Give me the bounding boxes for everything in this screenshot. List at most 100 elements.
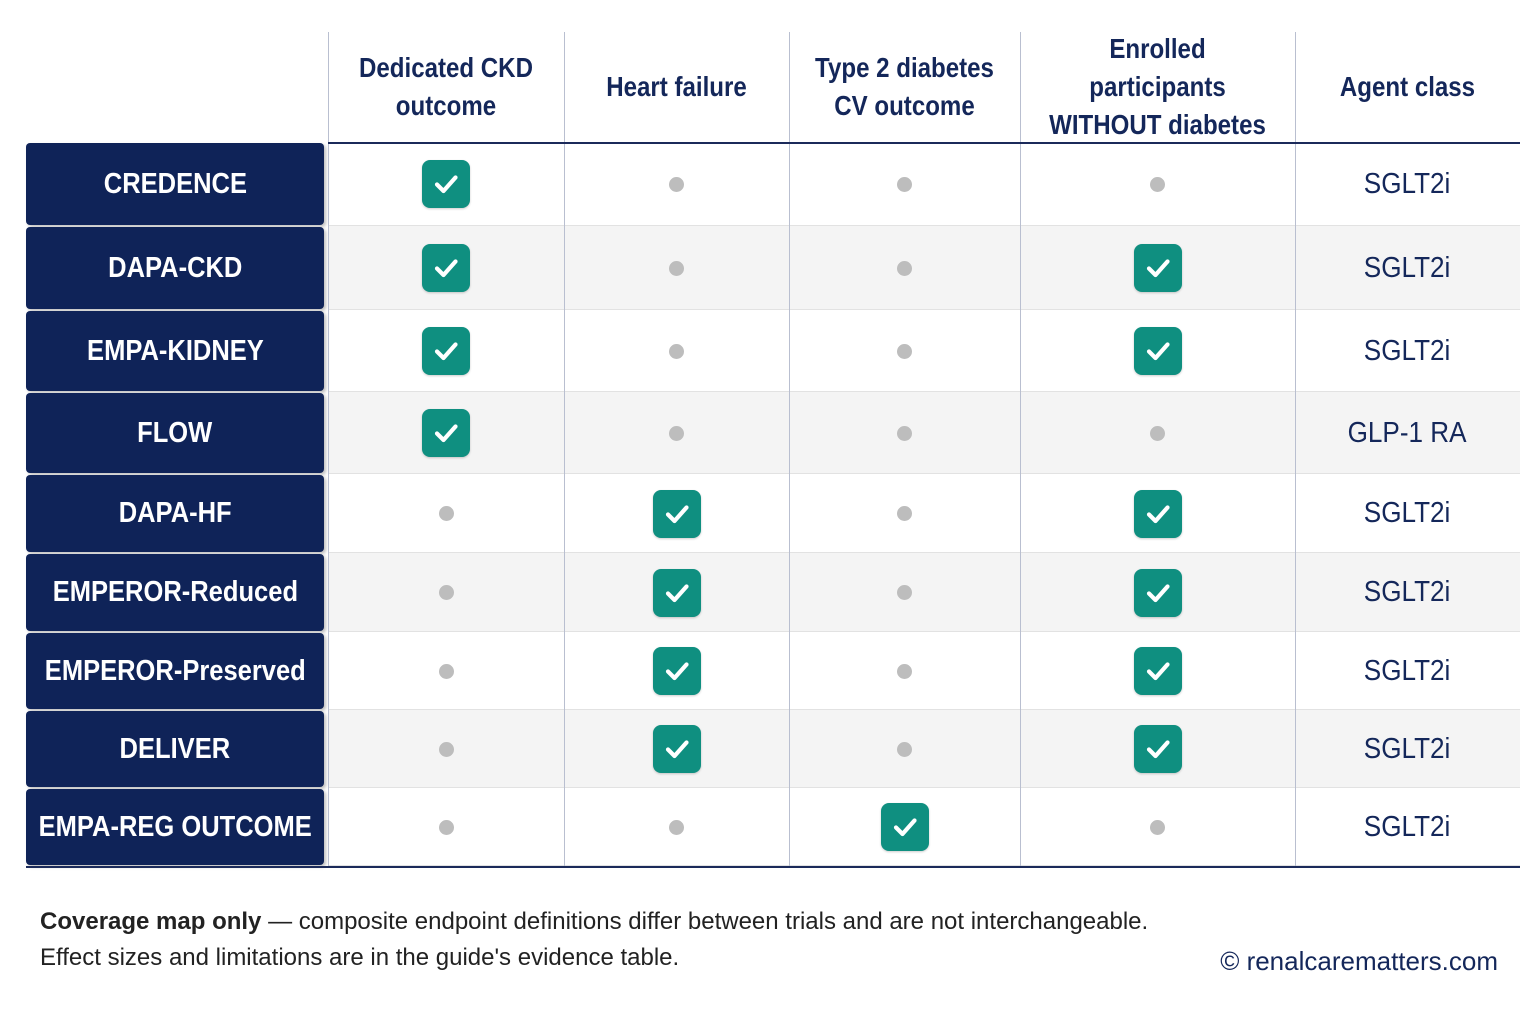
check-icon [880, 803, 929, 851]
cell-nodm [1020, 142, 1295, 226]
footnote: Coverage map only — composite endpoint d… [40, 904, 1200, 976]
row-separator [328, 709, 1520, 710]
cell-agent: SGLT2i [1295, 788, 1520, 866]
row-band [328, 553, 1520, 632]
cell-hf [564, 710, 789, 788]
dot-icon [669, 425, 684, 441]
cell-ckd [328, 226, 564, 310]
cell-t2d [789, 142, 1020, 226]
trial-name: EMPA-REG OUTCOME [38, 810, 312, 843]
trial-name: DELIVER [119, 732, 231, 765]
column-divider [328, 32, 329, 868]
trial-label: EMPA-REG OUTCOME [26, 789, 324, 865]
trial-name: EMPEROR-Preserved [44, 654, 306, 687]
table-row: FLOW GLP-1 RA [26, 392, 1520, 474]
cell-agent: SGLT2i [1295, 553, 1520, 632]
trial-name: DAPA-CKD [107, 251, 243, 284]
agent-class: SGLT2i [1364, 810, 1451, 843]
dot-icon [669, 819, 684, 835]
cell-ckd [328, 142, 564, 226]
cell-ckd [328, 632, 564, 710]
column-divider [789, 32, 790, 868]
trial-name: FLOW [137, 416, 213, 449]
dot-icon [438, 663, 454, 679]
cell-nodm [1020, 392, 1295, 474]
check-icon [422, 244, 470, 292]
table-row: EMPA-KIDNEY SGLT2i [26, 310, 1520, 392]
dot-icon [897, 260, 912, 276]
cell-ckd [328, 392, 564, 474]
copyright: © renalcarematters.com [1220, 946, 1498, 976]
cell-t2d [789, 632, 1020, 710]
check-icon [652, 725, 701, 773]
agent-class: SGLT2i [1364, 167, 1451, 200]
agent-class: SGLT2i [1364, 654, 1451, 687]
row-separator [328, 225, 1520, 226]
trial-label: DAPA-CKD [26, 227, 324, 309]
row-separator [328, 787, 1520, 788]
dot-icon [897, 176, 912, 192]
coverage-table: Dedicated CKD outcome Heart failure Type… [26, 32, 1520, 868]
dot-icon [897, 585, 912, 600]
cell-nodm [1020, 710, 1295, 788]
cell-agent: SGLT2i [1295, 710, 1520, 788]
cell-agent: SGLT2i [1295, 226, 1520, 310]
trial-label: FLOW [26, 393, 324, 473]
agent-class: SGLT2i [1364, 732, 1451, 765]
cell-ckd [328, 474, 564, 553]
check-icon [1133, 568, 1182, 617]
trial-name: EMPA-KIDNEY [86, 334, 264, 367]
footnote-bold: Coverage map only [40, 908, 262, 935]
trial-name: EMPEROR-Reduced [52, 576, 298, 608]
row-separator [328, 552, 1520, 553]
check-icon [652, 568, 701, 617]
row-band [328, 710, 1520, 788]
trial-name: CREDENCE [103, 167, 247, 200]
cell-hf [564, 474, 789, 553]
cell-nodm [1020, 474, 1295, 553]
check-icon [1133, 725, 1182, 773]
agent-class: SGLT2i [1364, 251, 1451, 284]
col-header-ckd: Dedicated CKD outcome [359, 52, 533, 121]
dot-icon [897, 741, 912, 757]
dot-icon [669, 343, 684, 359]
table-row: EMPEROR-Preserved SGLT2i [26, 632, 1520, 710]
table-row: DELIVER SGLT2i [26, 710, 1520, 788]
col-header-no-diabetes: Enrolled participants WITHOUT diabetes [1049, 33, 1266, 140]
table-row: DAPA-HF SGLT2i [26, 474, 1520, 553]
row-separator [328, 473, 1520, 474]
table-row: CREDENCE SGLT2i [26, 142, 1520, 226]
column-divider [1295, 32, 1296, 868]
cell-t2d [789, 788, 1020, 866]
dot-icon [669, 176, 684, 192]
cell-agent: SGLT2i [1295, 632, 1520, 710]
column-divider [1020, 32, 1021, 868]
row-separator [328, 309, 1520, 310]
cell-t2d [789, 392, 1020, 474]
cell-hf [564, 788, 789, 866]
cell-hf [564, 142, 789, 226]
check-icon [422, 160, 470, 208]
dot-icon [1150, 176, 1165, 192]
dot-icon [438, 819, 454, 835]
dot-icon [897, 663, 912, 679]
trial-label: EMPEROR-Reduced [26, 554, 324, 631]
trial-label: DELIVER [26, 711, 324, 787]
dot-icon [438, 585, 454, 600]
dot-icon [897, 506, 912, 521]
check-icon [652, 647, 701, 695]
cell-t2d [789, 226, 1020, 310]
cell-t2d [789, 710, 1020, 788]
agent-class: GLP-1 RA [1348, 416, 1467, 449]
cell-hf [564, 632, 789, 710]
col-header-hf: Heart failure [606, 71, 747, 102]
check-icon [1133, 489, 1182, 538]
cell-ckd [328, 710, 564, 788]
cell-nodm [1020, 553, 1295, 632]
footnote-line2: Effect sizes and limitations are in the … [40, 944, 680, 971]
agent-class: SGLT2i [1364, 497, 1451, 529]
trial-label: EMPEROR-Preserved [26, 633, 324, 709]
table-row: EMPEROR-Reduced SGLT2i [26, 553, 1520, 632]
cell-agent: SGLT2i [1295, 310, 1520, 392]
cell-nodm [1020, 310, 1295, 392]
